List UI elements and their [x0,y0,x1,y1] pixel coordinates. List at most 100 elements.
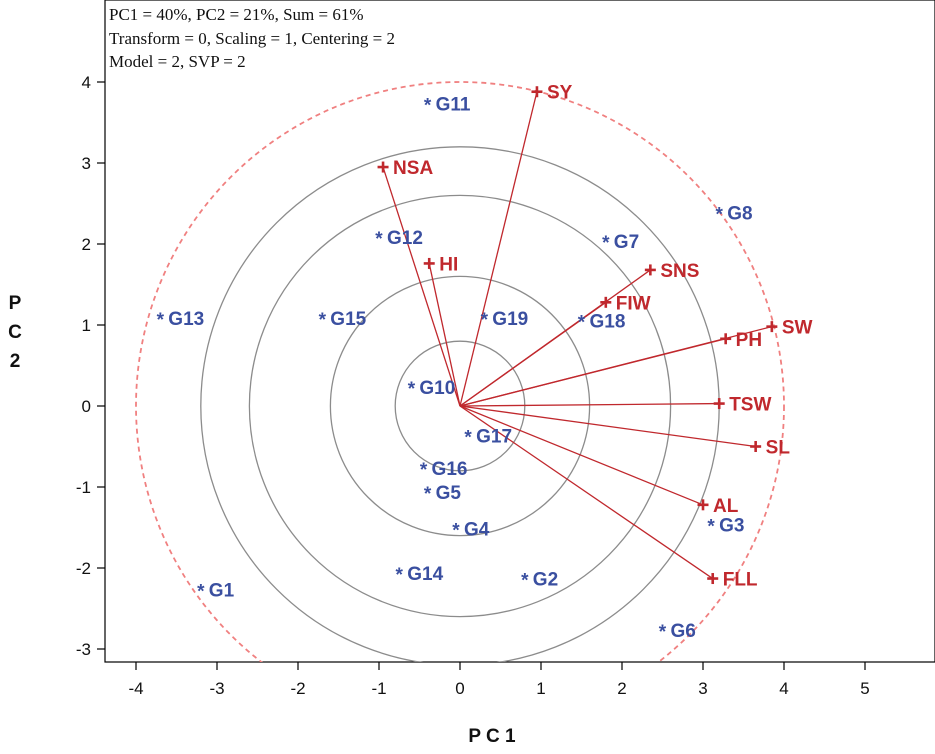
info-line-1: PC1 = 40%, PC2 = 21%, Sum = 61% [109,5,364,24]
genotype-marker: * [396,565,404,586]
genotype-label: G1 [209,580,235,601]
x-tick-label: -4 [128,679,143,698]
genotype-g16: * G16 [420,459,468,481]
x-tick-label: 0 [455,679,464,698]
genotype-g10: * G10 [408,378,456,400]
trait-tsw: TSW [713,395,771,416]
trait-vectors [382,91,773,580]
trait-sl: SL [750,438,790,459]
genotype-g13: * G13 [157,309,205,331]
trait-sw: SW [766,318,813,339]
genotype-g8: * G8 [715,204,752,226]
genotype-g5: * G5 [424,483,461,505]
vector-sy [459,91,538,407]
genotype-label: G17 [476,426,512,447]
genotype-label: G5 [436,483,462,504]
genotype-g17: * G17 [464,426,512,448]
y-tick-label: 2 [82,235,91,254]
genotype-label: G11 [436,94,471,115]
trait-al: AL [697,496,739,517]
genotype-g18: * G18 [578,311,626,333]
trait-label: HI [439,254,458,275]
genotype-marker: * [420,460,428,481]
y-axis-title-char-2: C [8,322,22,343]
trait-sy: SY [531,83,573,104]
x-axis-title: P C 1 [468,726,516,747]
trait-label: FLL [723,570,758,591]
trait-hi: HI [423,254,458,275]
genotype-g1: * G1 [197,580,234,602]
genotype-points: * G1 * G2* G3* G4* G5* G6* G7* G8* G10* G11* G12* G13… [157,94,753,643]
genotype-marker: * [481,310,489,331]
vector-tsw [459,402,720,407]
genotype-label: G6 [671,621,696,642]
genotype-marker: * [521,571,529,592]
genotype-g3: * G3 [707,515,744,537]
trait-label: TSW [729,395,771,416]
y-tick-label: 4 [82,73,91,92]
genotype-g14: * G14 [396,564,444,586]
trait-points: SY NSA HI SNS FIW SW PH TSW SL AL FLL [377,83,813,591]
trait-label: PH [736,330,762,351]
genotype-marker: * [464,427,472,448]
vector-al [459,405,704,506]
concentric-circle-3 [248,194,672,618]
vector-nsa [382,166,461,407]
genotype-g15: * G15 [319,309,367,331]
genotype-marker: * [424,484,432,505]
genotype-marker: * [707,516,715,537]
info-line-3: Model = 2, SVP = 2 [109,52,246,71]
genotype-label: G16 [432,459,468,480]
genotype-g2: * G2 [521,570,558,592]
x-tick-label: 4 [779,679,788,698]
y-tick-label: -2 [76,559,91,578]
outer-dashed-circle [135,81,785,662]
genotype-marker: * [197,581,205,602]
genotype-label: G13 [168,309,204,330]
genotype-marker: * [375,229,383,250]
trait-fiw: FIW [600,293,651,314]
genotype-marker: * [578,312,586,333]
x-tick-label: -2 [290,679,305,698]
genotype-marker: * [157,310,165,331]
genotype-g19: * G19 [481,309,529,331]
genotype-label: G3 [719,515,744,536]
genotype-label: G19 [492,309,528,330]
x-axis: -4 -3 -2 -1 0 1 2 3 4 5 [128,662,870,698]
trait-fll: FLL [707,570,758,591]
y-tick-label: -1 [76,478,91,497]
trait-ph: PH [720,330,762,351]
trait-label: SY [547,83,573,104]
y-tick-label: -3 [76,640,91,659]
trait-label: AL [713,496,739,517]
vector-fll [459,405,714,580]
trait-label: SNS [660,261,699,282]
x-tick-label: 1 [536,679,545,698]
concentric-circle-2 [329,275,591,537]
trait-label: FIW [616,293,651,314]
genotype-marker: * [452,521,460,542]
trait-label: SW [782,318,813,339]
y-axis: -3 -2 -1 0 1 2 3 4 [76,73,105,659]
trait-nsa: NSA [377,158,433,179]
y-tick-label: 3 [82,154,91,173]
genotype-g7: * G7 [602,232,639,254]
genotype-label: G8 [727,204,752,225]
genotype-label: G18 [590,311,626,332]
vector-ph [459,338,726,407]
x-tick-label: 2 [617,679,626,698]
y-axis-title: P C 2 [8,293,22,372]
genotype-g12: * G12 [375,228,423,250]
genotype-label: G7 [614,232,639,253]
vector-hi [428,263,461,407]
genotype-marker: * [319,310,327,331]
vector-sl [459,405,756,448]
y-tick-label: 0 [82,397,91,416]
genotype-marker: * [715,205,723,226]
x-tick-label: 5 [860,679,869,698]
plot-frame [104,0,935,663]
genotype-marker: * [408,379,416,400]
info-line-2: Transform = 0, Scaling = 1, Centering = … [109,29,395,48]
genotype-marker: * [659,622,667,643]
